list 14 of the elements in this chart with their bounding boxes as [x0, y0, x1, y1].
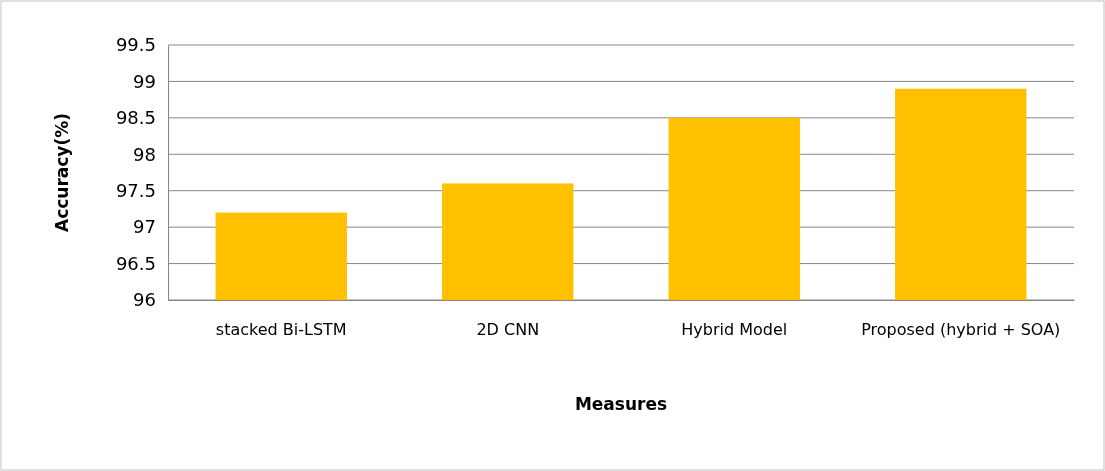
y-tick-label: 98.5 [115, 107, 156, 129]
x-tick-label: Hybrid Model [681, 320, 788, 340]
y-tick-label: 96 [133, 289, 156, 311]
y-tick-label: 97 [133, 216, 156, 238]
y-tick-label: 98 [133, 143, 156, 165]
x-tick-label: stacked Bi-LSTM [215, 320, 347, 340]
x-axis-title: Measures [574, 394, 668, 414]
y-axis-title: Accuracy(%) [52, 113, 72, 232]
x-tick-label: 2D CNN [476, 320, 540, 340]
y-tick-label: 97.5 [115, 179, 156, 201]
x-tick-label: Proposed (hybrid + SOA) [861, 320, 1061, 340]
y-tick-label: 99 [133, 70, 156, 92]
y-tick-label: 96.5 [115, 252, 156, 274]
y-tick-label: 99.5 [115, 34, 156, 56]
